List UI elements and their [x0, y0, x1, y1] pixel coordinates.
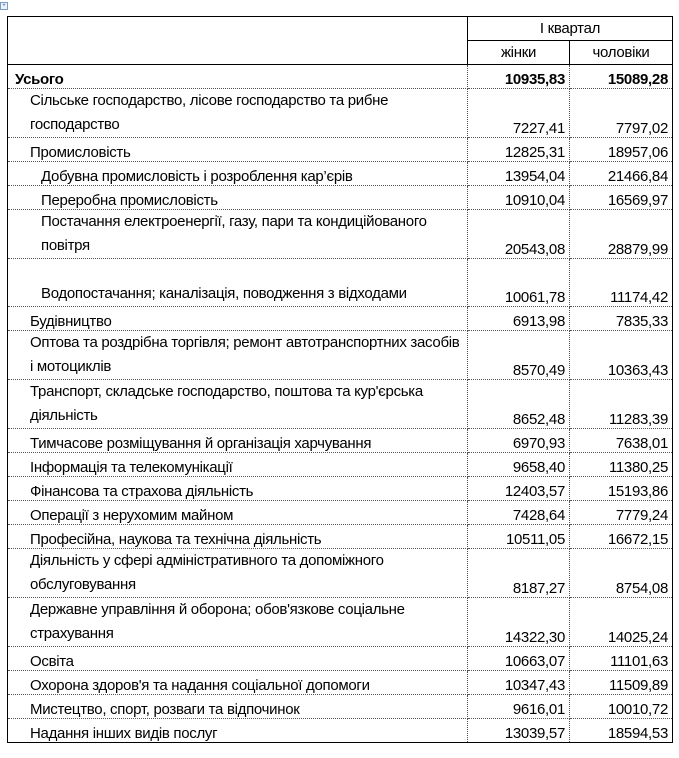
women-value: 12825,31 [467, 137, 570, 162]
table-row: Освіта 10663,07 11101,63 [7, 646, 673, 671]
women-value: 6970,93 [467, 428, 570, 453]
table-row: Фінансова та страхова діяльність 12403,57… [7, 476, 673, 501]
table-row: Мистецтво, спорт, розваги та відпочинок 9… [7, 694, 673, 719]
men-value: 15193,86 [569, 476, 673, 501]
row-label: Фінансова та страхова діяльність [7, 476, 468, 501]
men-value: 7638,01 [569, 428, 673, 453]
row-label: Постачання електроенергії, газу, пари та… [7, 209, 468, 259]
table-move-handle-icon[interactable]: + [0, 2, 8, 10]
table-row: Будівництво 6913,98 7835,33 [7, 306, 673, 331]
table-row: Добувна промисловість і розроблення кар’… [7, 161, 673, 186]
row-label: Переробна промисловість [7, 185, 468, 210]
table-row: Державне управління й оборона; обов'язко… [7, 597, 673, 647]
women-value: 10061,78 [467, 258, 570, 307]
women-value: 7428,64 [467, 500, 570, 525]
row-label: Добувна промисловість і розроблення кар’… [7, 161, 468, 186]
table-row: Оптова та роздрібна торгівля; ремонт авт… [7, 330, 673, 380]
women-value: 10511,05 [467, 524, 570, 549]
men-value: 11509,89 [569, 670, 673, 695]
table-row: Охорона здоров'я та надання соціальної д… [7, 670, 673, 695]
table-row: Тимчасове розміщування й організація хар… [7, 428, 673, 453]
men-value: 11174,42 [569, 258, 673, 307]
men-value: 10010,72 [569, 694, 673, 719]
women-value: 13039,57 [467, 718, 570, 743]
row-label: Охорона здоров'я та надання соціальної д… [7, 670, 468, 695]
women-value: 6913,98 [467, 306, 570, 331]
men-value: 28879,99 [569, 209, 673, 259]
women-value: 9658,40 [467, 452, 570, 477]
row-label: Сільське господарство, лісове господарст… [7, 88, 468, 138]
women-value: 13954,04 [467, 161, 570, 186]
row-label: Промисловість [7, 137, 468, 162]
row-label: Професійна, наукова та технічна діяльніс… [7, 524, 468, 549]
men-value: 14025,24 [569, 597, 673, 647]
women-value: 8187,27 [467, 548, 570, 598]
women-value: 20543,08 [467, 209, 570, 259]
women-value: 14322,30 [467, 597, 570, 647]
women-value: 10910,04 [467, 185, 570, 210]
row-label: Надання інших видів послуг [7, 718, 468, 743]
men-value: 18957,06 [569, 137, 673, 162]
men-value: 21466,84 [569, 161, 673, 186]
row-label: Державне управління й оборона; обов'язко… [7, 597, 468, 647]
header-row-gender: жінки чоловіки [8, 40, 673, 65]
men-value: 10363,43 [569, 330, 673, 380]
women-value: 8570,49 [467, 330, 570, 380]
row-label: Діяльність у сфері адміністративного та … [7, 548, 468, 598]
table-row: Промисловість 12825,31 18957,06 [7, 137, 673, 162]
table-row: Операції з нерухомим майном 7428,64 7779,2… [7, 500, 673, 525]
women-value: 12403,57 [467, 476, 570, 501]
men-value: 7797,02 [569, 88, 673, 138]
women-value: 9616,01 [467, 694, 570, 719]
table-row: Інформація та телекомунікації 9658,40 1138… [7, 452, 673, 477]
table-row: Постачання електроенергії, газу, пари та… [7, 209, 673, 259]
row-label: Операції з нерухомим майном [7, 500, 468, 525]
table-row: Надання інших видів послуг 13039,57 18594,… [7, 718, 673, 743]
women-value: 7227,41 [467, 88, 570, 138]
header-period: I квартал [467, 16, 673, 41]
men-value: 16672,15 [569, 524, 673, 549]
table-row: Водопостачання; каналізація, поводження … [7, 258, 673, 307]
women-value: 10347,43 [467, 670, 570, 695]
row-label: Тимчасове розміщування й організація хар… [7, 428, 468, 453]
row-label: Будівництво [7, 306, 468, 331]
wages-table: I квартал жінки чоловіки Усього 10935,83 1… [7, 16, 673, 743]
women-value: 10935,83 [467, 64, 570, 89]
table-row: Сільське господарство, лісове господарст… [7, 88, 673, 138]
men-value: 15089,28 [569, 64, 673, 89]
header-men: чоловіки [569, 40, 673, 65]
table-row: Професійна, наукова та технічна діяльніс… [7, 524, 673, 549]
men-value: 16569,97 [569, 185, 673, 210]
table-row: Діяльність у сфері адміністративного та … [7, 548, 673, 598]
row-label: Водопостачання; каналізація, поводження … [7, 258, 468, 307]
row-label: Транспорт, складське господарство, пошто… [7, 379, 468, 429]
table-row: Переробна промисловість 10910,04 16569,97 [7, 185, 673, 210]
row-label: Оптова та роздрібна торгівля; ремонт авт… [7, 330, 468, 380]
men-value: 7835,33 [569, 306, 673, 331]
table-row: Транспорт, складське господарство, пошто… [7, 379, 673, 429]
women-value: 10663,07 [467, 646, 570, 671]
header-blank-cell [7, 16, 468, 65]
row-label: Освіта [7, 646, 468, 671]
men-value: 7779,24 [569, 500, 673, 525]
men-value: 18594,53 [569, 718, 673, 743]
men-value: 11380,25 [569, 452, 673, 477]
row-label: Усього [7, 64, 468, 89]
men-value: 11283,39 [569, 379, 673, 429]
men-value: 11101,63 [569, 646, 673, 671]
header-row-period: I квартал [7, 16, 673, 65]
total-row: Усього 10935,83 15089,28 [7, 64, 673, 89]
row-label: Мистецтво, спорт, розваги та відпочинок [7, 694, 468, 719]
men-value: 8754,08 [569, 548, 673, 598]
women-value: 8652,48 [467, 379, 570, 429]
header-women: жінки [467, 40, 570, 65]
row-label: Інформація та телекомунікації [7, 452, 468, 477]
